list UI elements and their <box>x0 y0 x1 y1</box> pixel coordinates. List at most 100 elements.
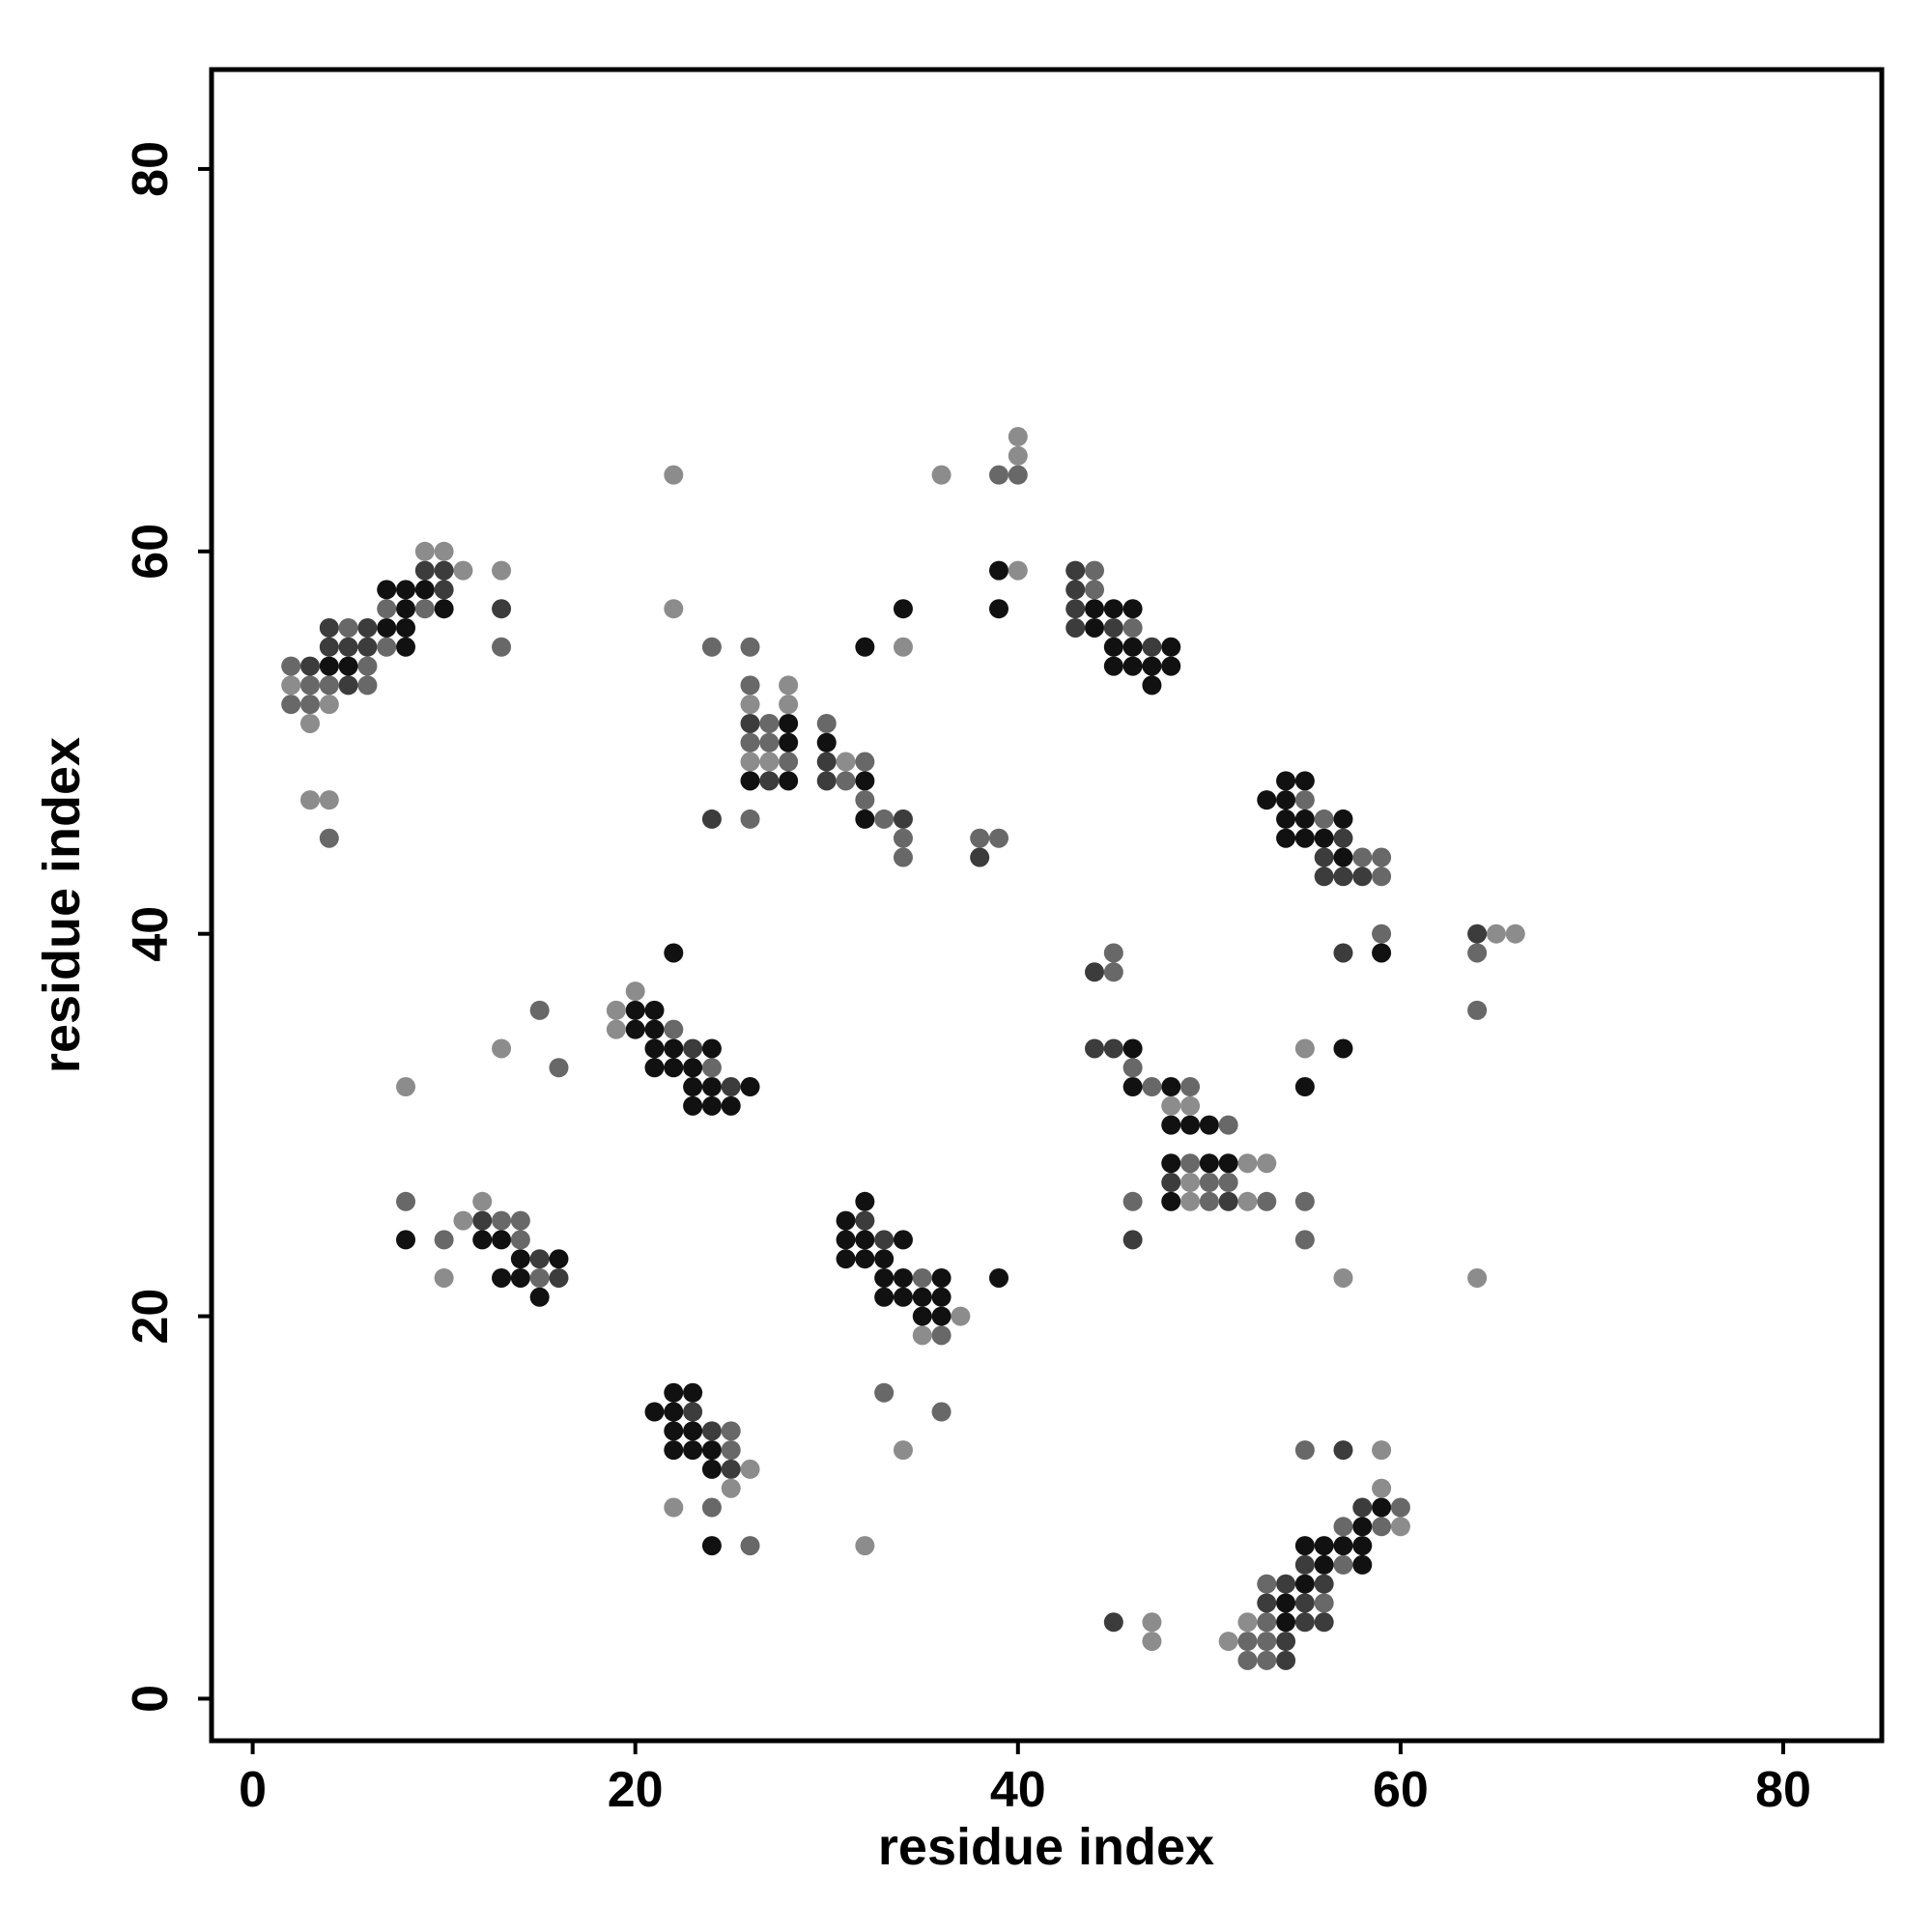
point <box>1372 1478 1392 1498</box>
point <box>492 1210 512 1231</box>
point <box>664 1382 684 1403</box>
point <box>816 732 837 753</box>
point <box>1294 1593 1315 1613</box>
point <box>721 1077 741 1097</box>
point <box>874 1382 895 1403</box>
point <box>1237 1650 1258 1670</box>
point <box>779 752 799 772</box>
point <box>1122 1230 1143 1250</box>
point <box>1467 1000 1488 1020</box>
point <box>1257 1153 1277 1174</box>
point <box>912 1325 932 1346</box>
point <box>1372 847 1392 867</box>
point <box>740 732 760 753</box>
y-tick-label: 60 <box>123 524 179 580</box>
point <box>510 1210 530 1231</box>
point <box>721 1421 741 1441</box>
point <box>683 1382 703 1403</box>
point <box>644 1402 665 1422</box>
point <box>1314 1593 1334 1613</box>
point <box>1333 1536 1353 1556</box>
point <box>414 599 435 619</box>
point <box>1372 1517 1392 1537</box>
point <box>836 1249 856 1269</box>
point <box>1103 656 1123 676</box>
point <box>1352 867 1373 887</box>
point <box>931 1306 952 1326</box>
point <box>1294 1574 1315 1594</box>
point <box>836 1210 856 1231</box>
point <box>1333 867 1353 887</box>
point <box>1352 847 1373 867</box>
point <box>779 675 799 696</box>
point <box>338 617 358 638</box>
point <box>492 1230 512 1250</box>
point <box>683 1038 703 1059</box>
point <box>1314 809 1334 829</box>
point <box>664 1421 684 1441</box>
point <box>396 599 416 619</box>
point <box>740 1536 760 1556</box>
x-axis-title: residue index <box>878 1818 1214 1876</box>
point <box>1085 617 1105 638</box>
point <box>855 771 875 791</box>
point <box>1352 1497 1373 1518</box>
point <box>319 656 339 676</box>
point <box>701 1497 722 1518</box>
point <box>988 465 1009 485</box>
point <box>377 617 397 638</box>
point <box>1065 580 1086 600</box>
point <box>1218 1115 1238 1135</box>
point <box>855 1536 875 1556</box>
point <box>1294 828 1315 848</box>
point <box>1314 867 1334 887</box>
point <box>299 695 320 715</box>
point <box>1065 617 1086 638</box>
point <box>988 599 1009 619</box>
point <box>816 713 837 733</box>
point <box>338 675 358 696</box>
point <box>434 1230 454 1250</box>
point <box>931 1267 952 1288</box>
point <box>1199 1115 1219 1135</box>
point <box>1180 1115 1201 1135</box>
point <box>414 541 435 561</box>
point <box>1237 1632 1258 1652</box>
point <box>1257 1650 1277 1670</box>
point <box>377 599 397 619</box>
point <box>1276 1612 1296 1633</box>
point <box>1122 1058 1143 1078</box>
point <box>1008 427 1028 447</box>
point <box>529 1267 550 1288</box>
point <box>1372 943 1392 963</box>
point <box>1237 1153 1258 1174</box>
point <box>1142 675 1162 696</box>
point <box>893 1267 913 1288</box>
x-tick-label: 20 <box>608 1762 664 1818</box>
point <box>1237 1191 1258 1211</box>
point <box>1142 656 1162 676</box>
point <box>492 637 512 657</box>
point <box>357 617 378 638</box>
point <box>1333 828 1353 848</box>
point <box>510 1249 530 1269</box>
point <box>683 1440 703 1461</box>
point <box>1314 847 1334 867</box>
point <box>893 809 913 829</box>
point <box>299 675 320 696</box>
point <box>1122 617 1143 638</box>
point <box>1085 962 1105 982</box>
point <box>1294 1536 1315 1556</box>
point <box>1103 599 1123 619</box>
point <box>1161 1191 1181 1211</box>
point <box>988 828 1009 848</box>
point <box>740 809 760 829</box>
point <box>434 560 454 581</box>
point <box>664 1402 684 1422</box>
point <box>664 1019 684 1039</box>
point <box>721 1478 741 1498</box>
point <box>414 580 435 600</box>
point <box>396 1191 416 1211</box>
point <box>912 1267 932 1288</box>
